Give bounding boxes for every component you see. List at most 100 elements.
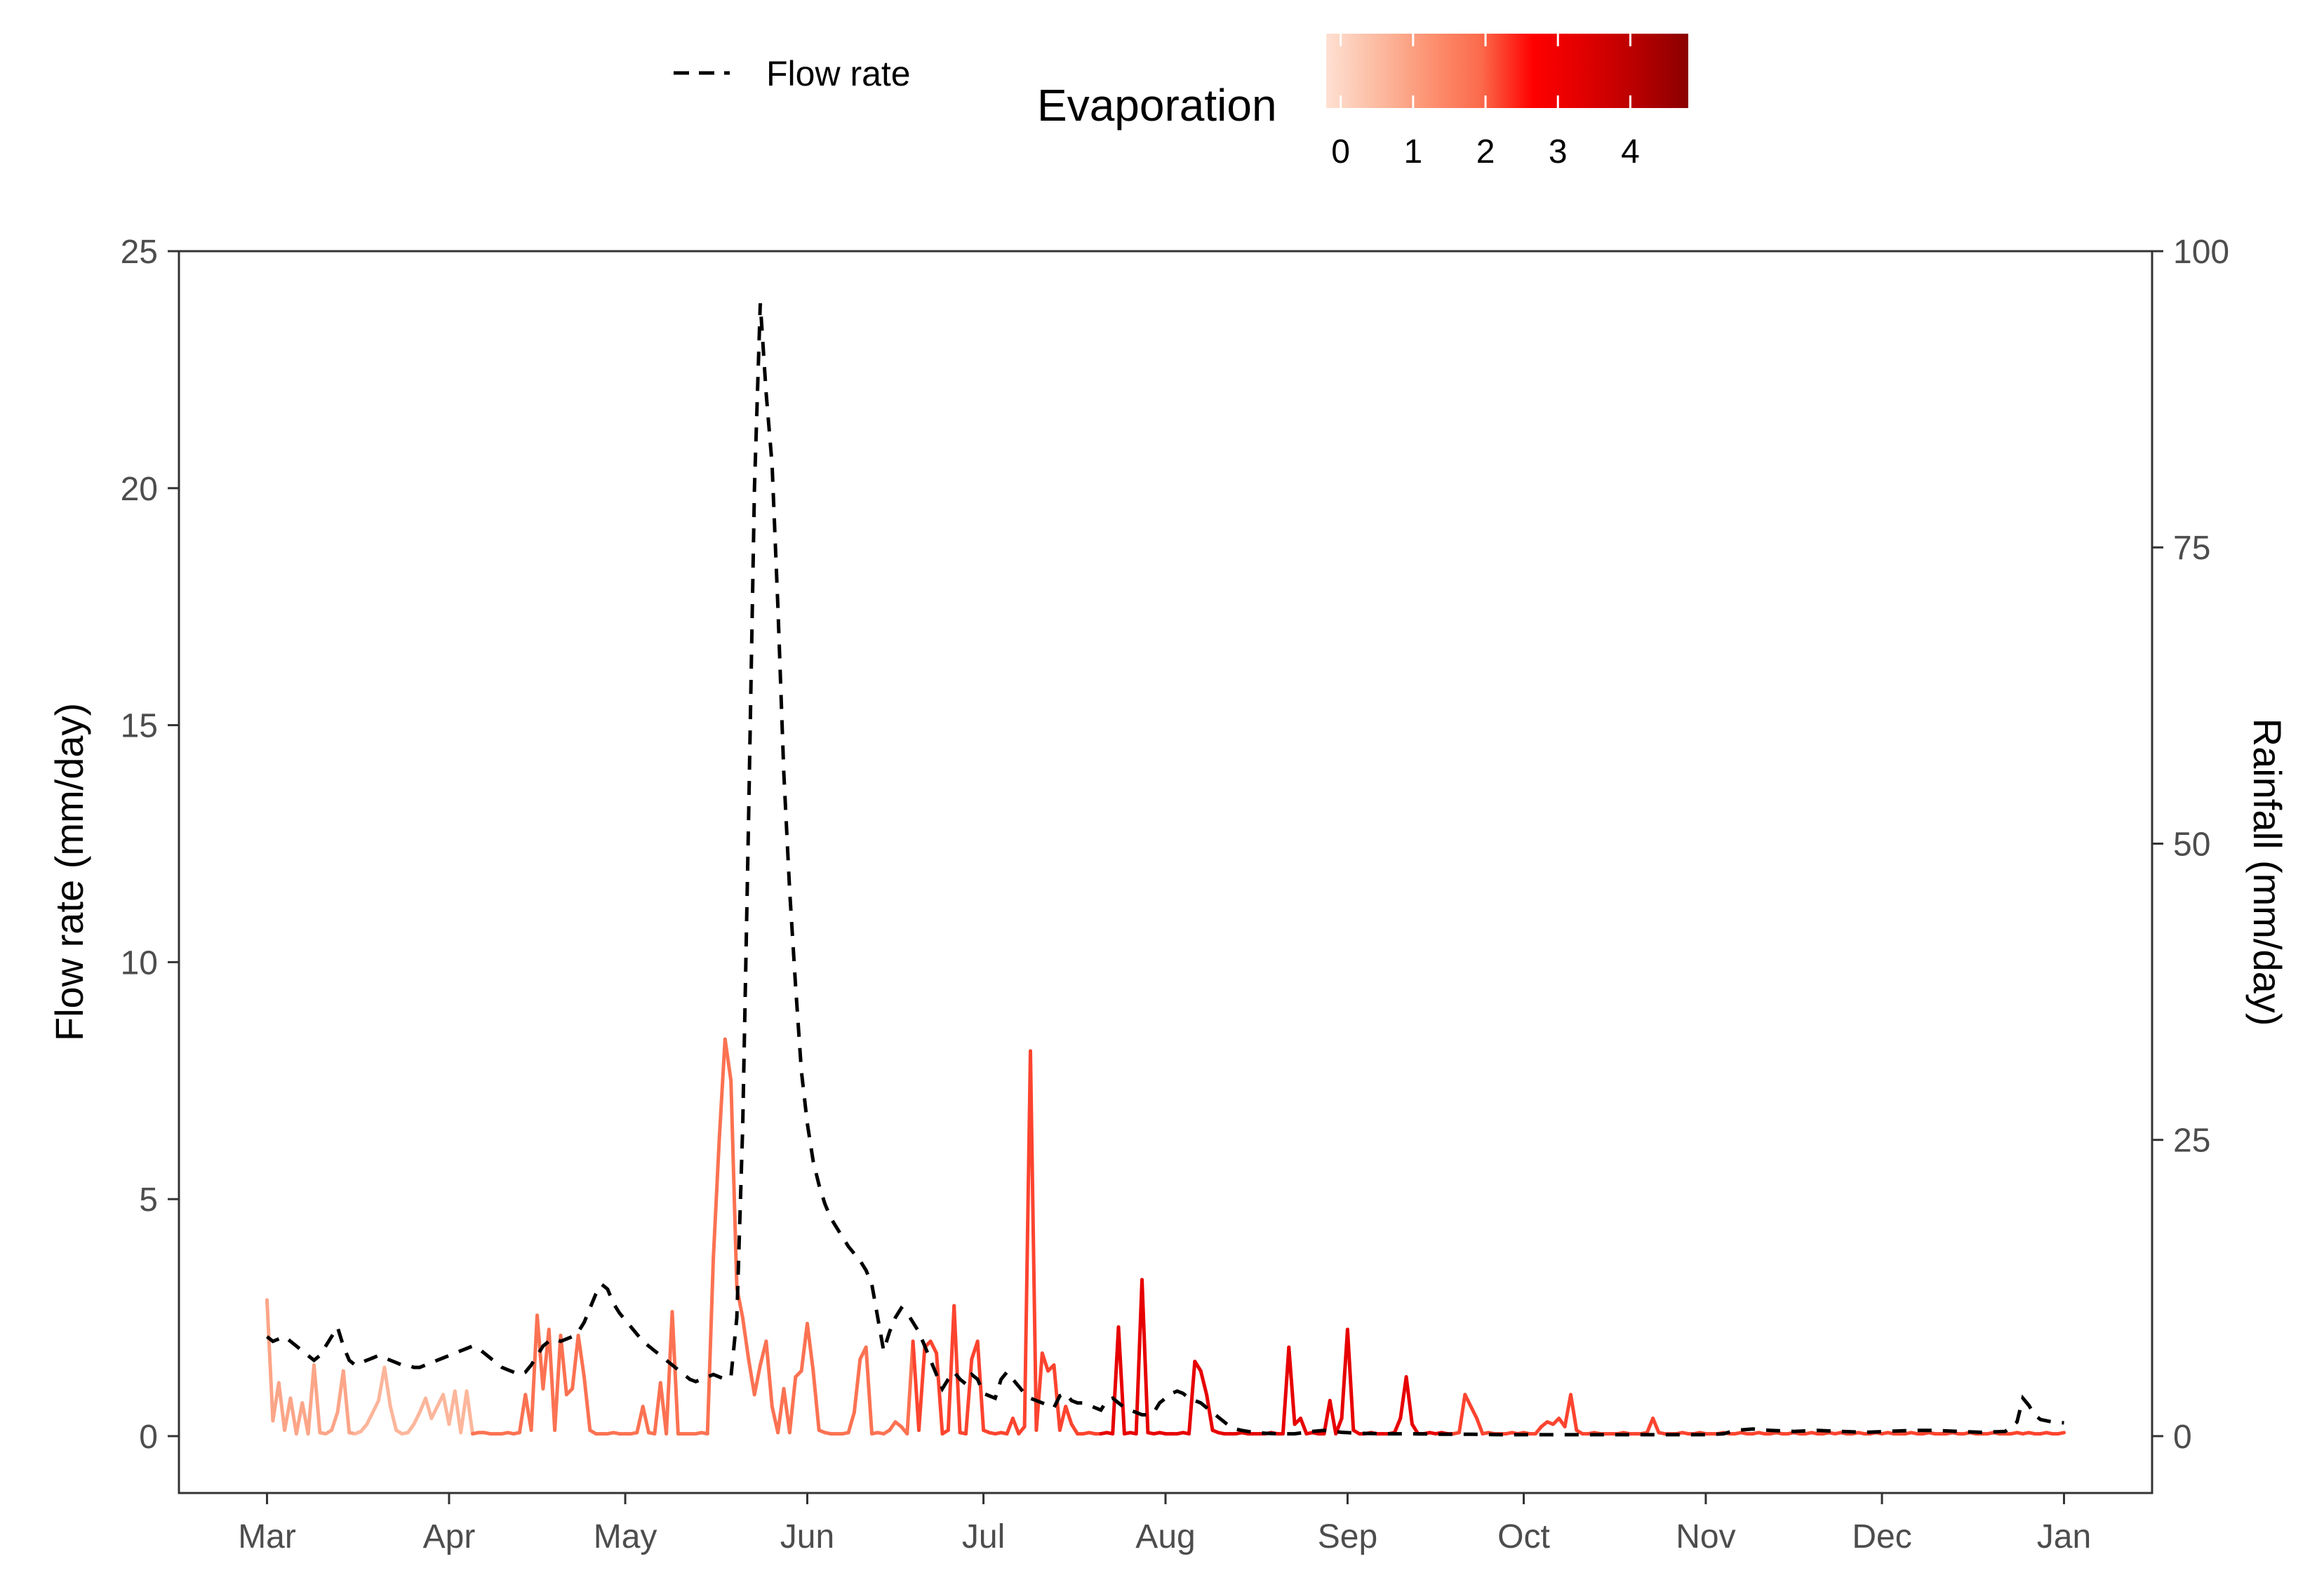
- y-right-tick-label: 100: [2173, 234, 2229, 271]
- rainfall-segment: [1281, 1345, 1291, 1436]
- rainfall-segment: [964, 1357, 974, 1436]
- x-tick-label: Aug: [1135, 1518, 1195, 1555]
- y-right-tick-label: 0: [2173, 1419, 2192, 1456]
- legend-colorbar-title: Evaporation: [1037, 80, 1277, 130]
- legend: Flow rate Evaporation 0 1 2 3 4: [674, 34, 1688, 170]
- rainfall-segment: [1116, 1325, 1126, 1436]
- colorbar-tick-label: 0: [1331, 133, 1350, 170]
- x-tick-label: Jan: [2037, 1518, 2091, 1555]
- rainfall-segment: [1034, 1351, 1044, 1432]
- rainfall-segment: [747, 1357, 756, 1397]
- plot-area: [178, 250, 2153, 1494]
- x-tick-label: Jun: [780, 1518, 834, 1555]
- rainfall-segment: [582, 1375, 592, 1432]
- rainfall-segment: [1005, 1417, 1015, 1436]
- legend-colorbar: [1326, 34, 1688, 108]
- rainfall-segment: [1334, 1417, 1344, 1436]
- rainfall-segment: [799, 1322, 809, 1373]
- rainfall-segment: [1205, 1393, 1215, 1432]
- rainfall-segment: [559, 1333, 568, 1397]
- y-right-tick-label: 50: [2173, 826, 2210, 863]
- rainfall-segment: [1651, 1417, 1661, 1435]
- rainfall-segment: [547, 1327, 557, 1432]
- y-left-tick-label: 25: [121, 234, 158, 271]
- rainfall-segment: [330, 1410, 340, 1432]
- rainfall-segment: [1069, 1422, 1079, 1436]
- rainfall-segment: [370, 1398, 380, 1414]
- rainfall-segment: [1340, 1327, 1349, 1421]
- rainfall-segment: [276, 1381, 287, 1432]
- y-left-tick-label: 20: [121, 471, 158, 508]
- y-left-tick-label: 5: [139, 1181, 158, 1219]
- rainfall-segment: [459, 1389, 469, 1435]
- rainfall-segment: [365, 1410, 375, 1426]
- rainfall-segment: [283, 1396, 293, 1432]
- y-axis-right: 0 25 50 75 100: [2152, 234, 2229, 1456]
- rainfall-segment: [294, 1401, 305, 1436]
- rainfall-segment: [717, 1037, 727, 1142]
- flow-rate-series: [265, 303, 2064, 1437]
- rainfall-segment: [928, 1339, 939, 1355]
- rainfall-segment: [752, 1363, 762, 1397]
- rainfall-segment: [1404, 1375, 1414, 1426]
- rainfall-segment: [1322, 1398, 1332, 1436]
- rainfall-segment: [946, 1304, 956, 1432]
- rainfall-segment: [1392, 1417, 1403, 1435]
- x-tick-label: Nov: [1676, 1518, 1735, 1555]
- rainfall-segment: [917, 1345, 927, 1432]
- x-axis: Mar Apr May Jun Jul Aug Sep Oct Nov Dec Jan: [238, 1493, 2091, 1555]
- rainfall-segment: [576, 1333, 586, 1379]
- y-axis-left: 0 5 10 15 20 25: [121, 234, 179, 1456]
- rainfall-segment: [911, 1339, 921, 1432]
- rainfall-segment: [465, 1389, 474, 1436]
- rainfall-segment: [1140, 1278, 1150, 1435]
- rainfall-segment: [1299, 1417, 1309, 1436]
- rainfall-segment: [1010, 1417, 1021, 1436]
- colorbar-tick-label: 2: [1476, 133, 1495, 170]
- rainfall-segment: [1398, 1375, 1408, 1421]
- rainfall-segment: [1469, 1405, 1479, 1421]
- rainfall-segment: [306, 1363, 316, 1436]
- rainfall-segment: [935, 1351, 944, 1436]
- y-axis-left-title: Flow rate (mm/day): [47, 703, 91, 1041]
- x-tick-label: Apr: [423, 1518, 476, 1555]
- plot-panel: [178, 250, 2153, 1494]
- x-tick-label: Dec: [1852, 1518, 1911, 1555]
- colorbar-tick-label: 1: [1403, 133, 1422, 170]
- x-tick-label: Sep: [1318, 1518, 1377, 1555]
- rainfall-segment: [787, 1375, 798, 1435]
- colorbar-tick-label: 3: [1549, 133, 1568, 170]
- rainfall-segment: [740, 1315, 751, 1361]
- rainfall-segment: [776, 1386, 786, 1435]
- rainfall-segment: [453, 1389, 463, 1435]
- legend-flow-label: Flow rate: [766, 54, 911, 93]
- rainfall-segment: [312, 1363, 322, 1435]
- rainfall-segment: [1187, 1360, 1197, 1436]
- y-right-tick-label: 75: [2173, 530, 2210, 567]
- y-left-tick-label: 0: [139, 1419, 158, 1456]
- rainfall-segment: [1645, 1417, 1655, 1435]
- rainfall-segment: [864, 1345, 874, 1436]
- rainfall-segment: [811, 1369, 821, 1432]
- rainfall-segment: [288, 1396, 298, 1436]
- rainfall-segment: [665, 1310, 674, 1436]
- rainfall-segment: [388, 1405, 399, 1432]
- rainfall-segment: [975, 1339, 986, 1432]
- rainfall-segment: [729, 1078, 739, 1290]
- rainfall-segment: [1475, 1417, 1485, 1436]
- rainfall-segment: [846, 1410, 856, 1435]
- rainfall-segment: [553, 1333, 563, 1432]
- y-right-tick-label: 25: [2173, 1123, 2210, 1160]
- rainfall-segment: [1111, 1325, 1121, 1436]
- rainfall-segment: [852, 1357, 862, 1414]
- rainfall-segment: [712, 1138, 721, 1261]
- rainfall-segment: [1052, 1363, 1062, 1432]
- rainfall-segment: [529, 1313, 539, 1432]
- y-left-tick-label: 10: [121, 944, 158, 982]
- rainfall-segment: [412, 1410, 422, 1426]
- rainfall-segment: [2056, 1431, 2066, 1436]
- rainfall-segment: [382, 1365, 392, 1409]
- rainfall-segment: [1029, 1049, 1039, 1432]
- rainfall-segment: [670, 1310, 680, 1436]
